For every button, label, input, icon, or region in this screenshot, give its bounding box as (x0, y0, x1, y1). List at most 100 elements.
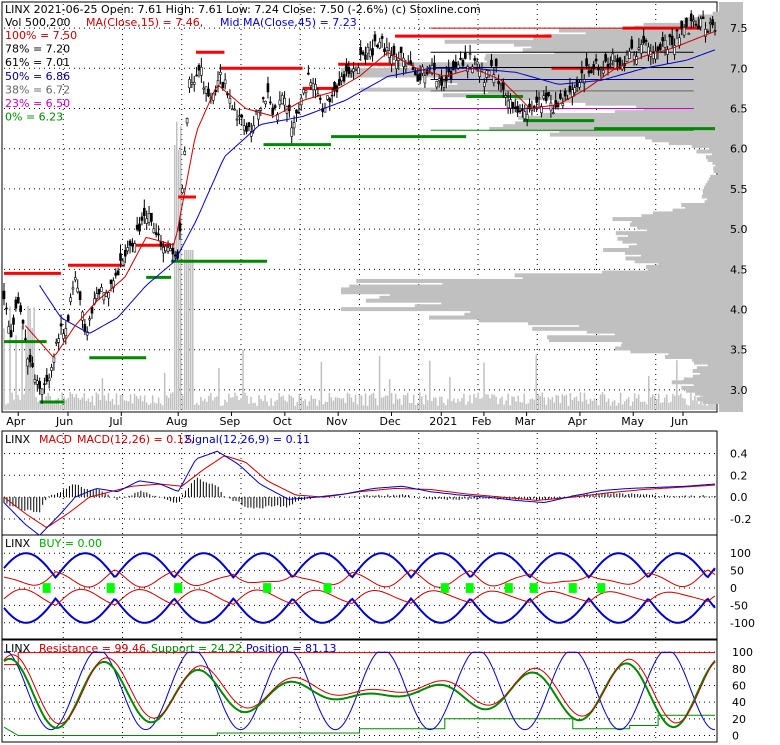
candle-body (483, 82, 486, 87)
profile-bar (652, 211, 741, 216)
profile-bar (549, 132, 741, 137)
profile-bar (365, 298, 741, 303)
candle-body (152, 228, 156, 233)
price-y-tick-label: 3.0 (730, 384, 748, 397)
candle-body (644, 39, 648, 42)
candle-body (71, 287, 75, 290)
candle-body (112, 280, 115, 289)
candle-body (337, 79, 341, 86)
fib-label: 100% = 7.50 (5, 29, 77, 42)
candle-body (656, 46, 660, 52)
candle-body (637, 47, 641, 50)
profile-bar (603, 248, 741, 253)
buy-y-tick-label: 0 (730, 582, 737, 595)
profile-bar (487, 90, 741, 95)
candle-body (376, 45, 379, 47)
candle-body (64, 328, 68, 336)
candle-body (166, 247, 170, 252)
candle-body (12, 317, 15, 325)
profile-bar (665, 354, 741, 359)
candle-body (316, 93, 320, 96)
candle-body (178, 222, 182, 232)
signal-line (3, 455, 716, 528)
candle-body (257, 110, 260, 120)
candle-body (240, 114, 244, 118)
candle-body (157, 233, 160, 236)
candle-body (140, 216, 144, 221)
support-value-label: Support = 24.22, (151, 642, 246, 655)
oscillator-line-lower (3, 588, 716, 606)
candle-body (333, 82, 336, 91)
position-panel: 100 80 60 40 20 0 LINX Resistance = 99.46, Su… (1, 639, 753, 743)
candle-body (352, 68, 355, 72)
candle-body (383, 48, 386, 53)
candle-body (392, 45, 396, 55)
price-x-tick-label: Mar (515, 415, 536, 428)
buy-signal-marker (529, 583, 538, 593)
candle-body (204, 86, 208, 94)
price-y-tick-label: 5.5 (730, 183, 748, 196)
profile-bar (624, 250, 741, 255)
buy-signal-marker (174, 583, 183, 593)
position-y-tick-label: 80 (732, 663, 746, 676)
candle-body (207, 88, 210, 97)
signal-value-label: Signal(12,26,9) = 0.11 (185, 433, 310, 446)
profile-bar (429, 315, 741, 320)
profile-bar (643, 107, 741, 112)
candle-body (552, 112, 555, 115)
candle-body (328, 98, 332, 102)
candle-body (97, 289, 101, 295)
candle-body (28, 354, 32, 363)
candle-body (297, 111, 301, 114)
candle-body (547, 91, 550, 96)
buy-y-tick-label: 100 (730, 547, 751, 560)
candle-body (592, 64, 596, 70)
candle-body (411, 67, 415, 70)
candle-body (221, 81, 225, 89)
candle-body (528, 103, 531, 110)
candle-body (349, 71, 353, 74)
candle-body (202, 87, 206, 90)
candle-body (357, 67, 360, 74)
candle-body (395, 60, 398, 69)
candle-body (269, 101, 272, 104)
candle-body (266, 83, 270, 93)
price-x-tick-label: May (621, 415, 644, 428)
fib-label: 23% = 6.50 (5, 97, 70, 110)
buy-y-tick-label: -50 (730, 599, 748, 612)
profile-bar (630, 349, 741, 354)
candle-body (7, 326, 11, 334)
candle-body (21, 320, 25, 324)
candle-body (418, 73, 422, 81)
ma15-label: MA(Close,15) = 7.46, (86, 16, 203, 29)
candle-body (9, 330, 13, 337)
candle-body (135, 224, 139, 230)
candle-body (290, 127, 294, 137)
candle-body (630, 39, 634, 49)
candle-body (668, 34, 672, 38)
candle-body (190, 82, 194, 85)
candle-body (704, 28, 707, 37)
candle-body (442, 80, 446, 88)
resistance-line (4, 652, 715, 666)
profile-bar (695, 391, 741, 396)
candle-body (573, 87, 577, 93)
candle-body (708, 22, 712, 25)
candle-body (497, 81, 500, 84)
buy-signal-marker (323, 583, 332, 593)
candle-body (687, 33, 691, 35)
buy-signal-marker (440, 583, 449, 593)
price-panel: 7.5 7.0 6.5 6.0 5.5 5.0 4.5 4.0 3.5 3.0 Apr Jun Jul… (1, 1, 748, 428)
price-x-tick-label: Aug (166, 415, 187, 428)
candle-body (280, 94, 284, 105)
profile-bar (540, 112, 741, 117)
profile-bar (341, 67, 741, 72)
candle-body (511, 101, 515, 109)
profile-bar (628, 245, 741, 250)
candle-body (701, 16, 705, 20)
candle-body (128, 240, 132, 246)
buy-signal-marker (106, 583, 115, 593)
candle-body (663, 40, 667, 48)
candle-body (188, 79, 191, 89)
buy-signal-marker (42, 583, 51, 593)
